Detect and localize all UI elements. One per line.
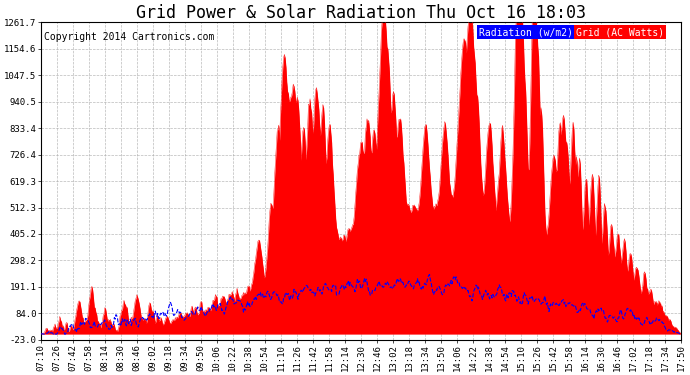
Text: Radiation (w/m2): Radiation (w/m2)	[480, 27, 573, 37]
Text: Grid (AC Watts): Grid (AC Watts)	[575, 27, 664, 37]
Text: Copyright 2014 Cartronics.com: Copyright 2014 Cartronics.com	[43, 32, 214, 42]
Title: Grid Power & Solar Radiation Thu Oct 16 18:03: Grid Power & Solar Radiation Thu Oct 16 …	[136, 4, 586, 22]
